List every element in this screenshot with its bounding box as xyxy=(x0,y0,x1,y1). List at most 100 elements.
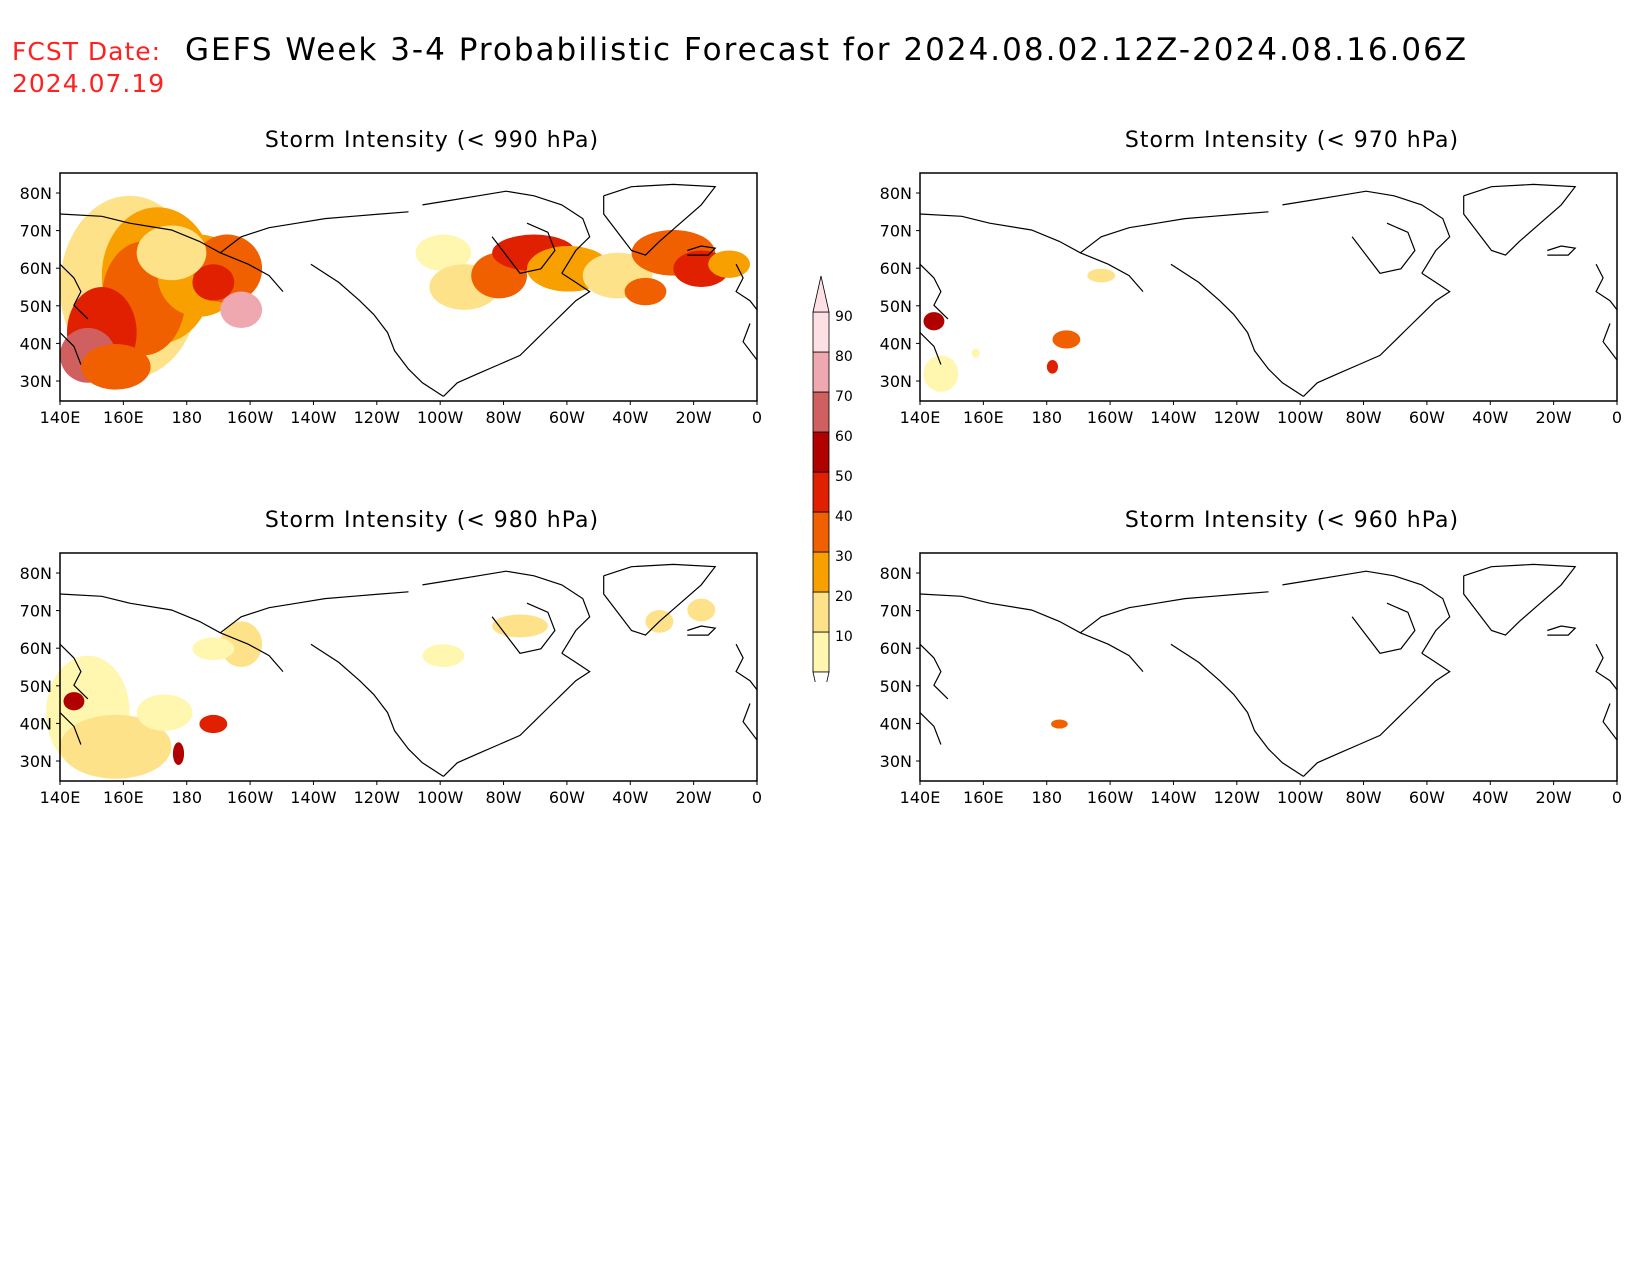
coastlines xyxy=(59,183,758,397)
lat-tick-label: 60N xyxy=(20,259,52,278)
colorbar-label: 80 xyxy=(835,349,853,365)
lon-tick-label: 40W xyxy=(1472,788,1508,807)
probability-region xyxy=(624,277,667,306)
colorbar-swatch xyxy=(812,471,830,513)
probability-colorbar: 10 20 30 40 50 60 70 80 90 xyxy=(812,275,853,682)
lat-tick-label: 50N xyxy=(880,297,912,316)
probability-region xyxy=(708,250,751,278)
coastline xyxy=(442,363,500,397)
lon-tick-label: 100W xyxy=(1277,408,1324,427)
lon-tick-label: 160W xyxy=(1087,788,1134,807)
lon-tick-label: 180 xyxy=(171,788,202,807)
coastline xyxy=(919,213,1144,292)
coastline xyxy=(1602,323,1618,361)
map-plot: 80N 70N 60N 50N 40N 30N 140E 160E 180 160W 140W 120… xyxy=(880,552,1622,807)
lat-tick-label: 70N xyxy=(20,222,52,241)
main-title: GEFS Week 3-4 Probabilistic Forecast for… xyxy=(185,32,1469,68)
lon-tick-label: 40W xyxy=(612,408,648,427)
coastline xyxy=(1302,363,1360,397)
coastline xyxy=(919,263,949,320)
lon-tick-label: 0 xyxy=(752,788,762,807)
panel-title: Storm Intensity (< 990 hPa) xyxy=(264,128,600,153)
coastline xyxy=(1547,245,1577,256)
colorbar-label: 10 xyxy=(835,629,853,645)
probability-region xyxy=(199,714,228,734)
lon-tick-label: 140E xyxy=(40,788,81,807)
coastline xyxy=(742,323,758,361)
probability-region xyxy=(971,348,980,358)
lon-tick-label: 160E xyxy=(103,408,144,427)
lat-tick-label: 70N xyxy=(880,222,912,241)
panel-990hpa: Storm Intensity (< 990 hPa) 80N 70N 60N 50N… xyxy=(0,128,762,428)
probability-region xyxy=(220,621,263,667)
lat-tick-label: 70N xyxy=(20,602,52,621)
coastline xyxy=(1547,625,1577,636)
map-frame xyxy=(919,552,1618,782)
lon-tick-label: 60W xyxy=(549,788,585,807)
map-frame xyxy=(59,172,758,402)
coastline xyxy=(1170,643,1304,777)
coastline xyxy=(1282,190,1451,274)
forecast-date-block: FCST Date: 2024.07.19 xyxy=(12,36,165,100)
lat-tick-label: 50N xyxy=(20,677,52,696)
panel-title: Storm Intensity (< 970 hPa) xyxy=(1124,128,1460,153)
lon-tick-label: 120W xyxy=(1214,408,1261,427)
coastline xyxy=(1358,272,1451,366)
coastline xyxy=(1079,591,1269,634)
lon-tick-label: 40W xyxy=(1472,408,1508,427)
map-plot: 80N 70N 60N 50N 40N 30N 140E 160E 180 160W 140W 120… xyxy=(20,172,762,427)
probability-region xyxy=(136,694,193,731)
map-frame xyxy=(59,552,758,782)
probability-region xyxy=(687,598,716,622)
lat-tick-label: 60N xyxy=(880,259,912,278)
coastline xyxy=(310,643,444,777)
colorbar-label: 50 xyxy=(835,469,853,485)
coastlines xyxy=(59,563,758,777)
lon-tick-label: 140E xyxy=(900,788,941,807)
coastline xyxy=(1079,211,1269,254)
probability-region xyxy=(1087,268,1116,283)
lon-tick-label: 20W xyxy=(1536,408,1572,427)
lon-tick-label: 120W xyxy=(354,408,401,427)
coastline xyxy=(59,712,82,745)
coastlines xyxy=(919,563,1618,777)
lat-tick-label: 30N xyxy=(20,752,52,771)
coastline xyxy=(310,263,444,397)
coastline xyxy=(603,563,717,636)
lat-tick-label: 30N xyxy=(880,752,912,771)
lon-tick-label: 120W xyxy=(1214,788,1261,807)
coastline xyxy=(735,263,758,311)
coastline xyxy=(1358,652,1451,746)
lat-tick-label: 40N xyxy=(880,334,912,353)
coastline xyxy=(919,643,949,700)
map-frame xyxy=(919,172,1618,402)
lat-tick-label: 40N xyxy=(20,714,52,733)
lon-tick-label: 180 xyxy=(1031,408,1062,427)
lon-tick-label: 80W xyxy=(1345,788,1381,807)
coastline xyxy=(1351,222,1416,274)
colorbar-swatch xyxy=(812,511,830,553)
lon-tick-label: 80W xyxy=(1345,408,1381,427)
coastline xyxy=(735,643,758,691)
lon-tick-label: 120W xyxy=(354,788,401,807)
panel-980hpa: Storm Intensity (< 980 hPa) 80N 70N 60N 50N… xyxy=(0,508,762,808)
lon-tick-label: 100W xyxy=(1277,788,1324,807)
lon-tick-label: 160W xyxy=(227,408,274,427)
lon-tick-label: 160E xyxy=(963,408,1004,427)
map-plot: 80N 70N 60N 50N 40N 30N 140E 160E 180 160W 140W 120… xyxy=(20,552,762,807)
coastline xyxy=(742,703,758,741)
coastline xyxy=(1463,183,1577,256)
probability-region xyxy=(192,637,235,661)
lat-tick-label: 80N xyxy=(880,184,912,203)
coastline xyxy=(442,743,500,777)
coastline xyxy=(219,211,409,254)
coastline xyxy=(919,712,942,745)
coastline xyxy=(687,245,717,256)
colorbar-swatch xyxy=(812,631,830,673)
coastline xyxy=(422,570,591,654)
probability-region xyxy=(422,644,465,667)
coastlines xyxy=(919,183,1618,397)
colorbar-swatch xyxy=(812,311,830,353)
lat-tick-label: 30N xyxy=(20,372,52,391)
colorbar-label: 30 xyxy=(835,549,853,565)
